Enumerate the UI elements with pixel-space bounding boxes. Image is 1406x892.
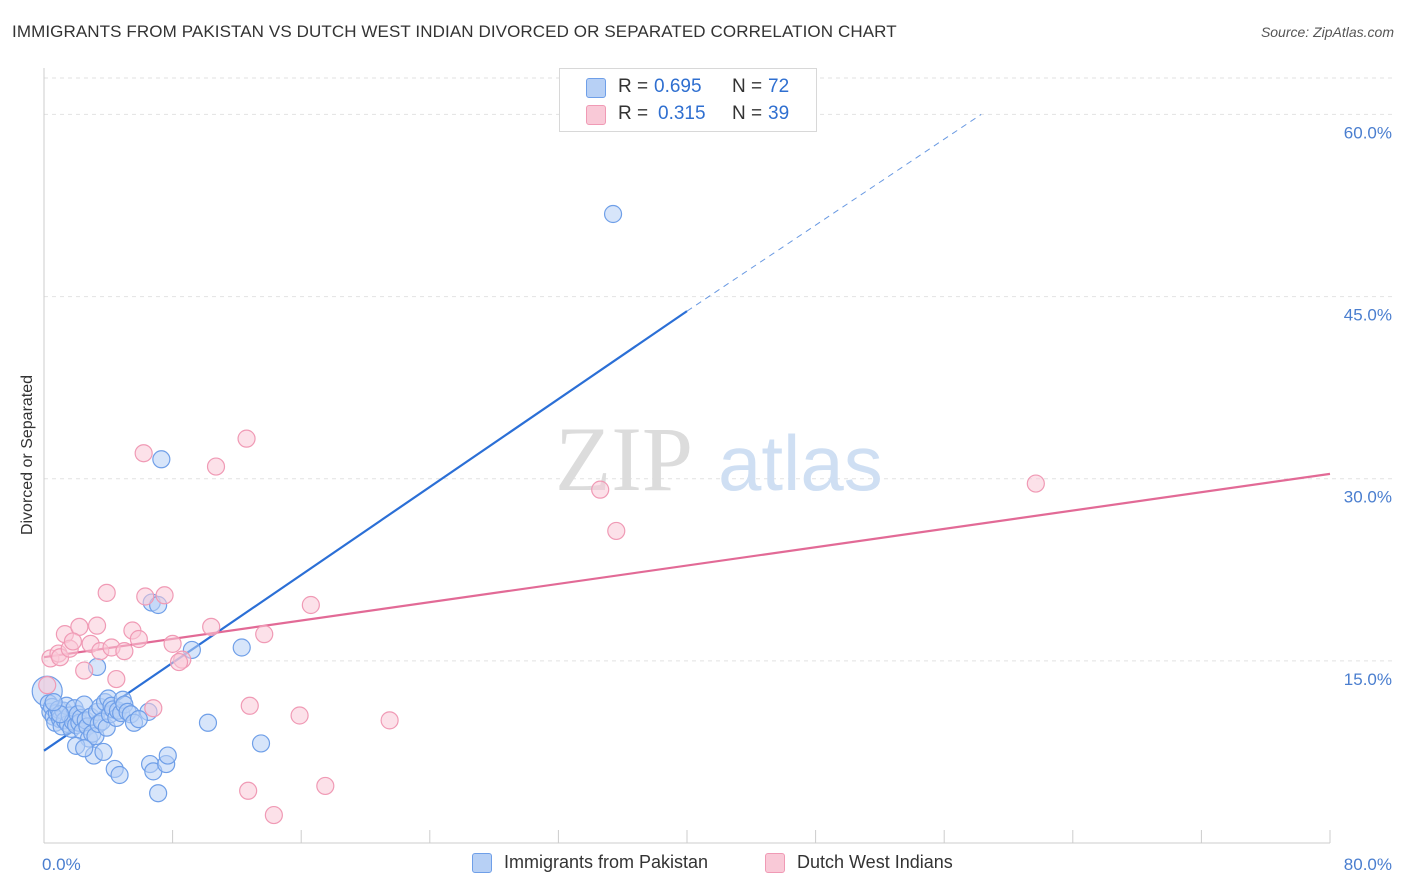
data-point-dutch-west-indians [255,625,274,644]
series-legend-dutch: Dutch West Indians [765,852,953,873]
x-tick-label: 0.0% [42,855,81,874]
data-point-pakistan [110,765,129,785]
chart-title: IMMIGRANTS FROM PAKISTAN VS DUTCH WEST I… [12,22,897,41]
legend-n-label: N = [732,76,763,97]
data-point-pakistan [149,784,168,803]
trend-line-0 [43,310,688,752]
data-point-dutch-west-indians [206,457,226,476]
data-point-dutch-west-indians [134,444,153,463]
data-point-dutch-west-indians [115,642,134,661]
data-point-dutch-west-indians [163,634,182,653]
data-point-dutch-west-indians [202,617,221,636]
data-point-dutch-west-indians [237,429,256,448]
x-tick-label: 80.0% [1344,855,1392,874]
data-point-dutch-west-indians [63,632,83,651]
data-point-pakistan [198,713,218,732]
y-tick-label: 60.0% [1344,123,1392,142]
y-tick-label: 45.0% [1344,306,1392,325]
data-point-dutch-west-indians [129,629,148,649]
watermark: ZIP atlas [555,408,883,510]
data-point-dutch-west-indians [87,616,107,635]
trend-lines [43,114,1331,752]
data-point-dutch-west-indians [240,696,259,715]
data-point-pakistan [603,204,623,224]
legend-r-value: 0.695 [654,76,702,97]
data-point-dutch-west-indians [301,595,320,615]
data-point-dutch-west-indians [380,711,399,730]
trend-line-1 [43,472,1331,659]
legend-swatch-dutch [586,105,606,125]
data-point-dutch-west-indians [591,480,610,499]
data-point-dutch-west-indians [1026,474,1045,493]
data-point-pakistan [158,746,177,765]
data-point-dutch-west-indians [169,652,189,672]
legend-swatch-pakistan [586,78,606,98]
data-point-dutch-west-indians [290,706,309,725]
legend-r-label: R = [618,76,649,97]
source-label: Source: ZipAtlas.com [1260,24,1394,40]
correlation-legend: R = 0.695 N = 72 R = 0.315 N = 39 [559,68,817,132]
series-label-pakistan: Immigrants from Pakistan [504,852,709,872]
data-point-dutch-west-indians [97,583,116,602]
legend-n-value: 39 [768,103,790,124]
data-point-pakistan [251,734,271,753]
data-point-pakistan [44,693,63,712]
data-point-pakistan [75,739,94,758]
data-point-dutch-west-indians [107,669,126,689]
data-point-pakistan [94,742,113,762]
series-swatch-dutch [765,852,785,873]
data-point-dutch-west-indians [264,805,283,825]
data-point-dutch-west-indians [155,586,174,605]
data-point-dutch-west-indians [75,661,94,680]
legend-r-value: 0.315 [658,103,706,124]
series-legend-pakistan: Immigrants from Pakistan [472,852,708,873]
series-swatch-pakistan [472,852,492,873]
legend-n-value: 72 [768,76,790,97]
tick-labels: 15.0% 30.0% 45.0% 60.0% 0.0% 80.0% [42,123,1392,874]
data-point-pakistan [232,638,251,657]
data-point-dutch-west-indians [144,699,163,718]
data-point-dutch-west-indians [38,676,57,695]
data-point-dutch-west-indians [316,776,335,796]
legend-n-label: N = [732,103,763,124]
data-point-pakistan [129,710,148,729]
data-point-dutch-west-indians [136,587,155,606]
data-points [31,204,1045,825]
y-tick-label: 30.0% [1344,488,1392,507]
watermark-atlas: atlas [718,419,883,507]
series-label-dutch: Dutch West Indians [797,852,953,872]
data-point-dutch-west-indians [607,521,626,541]
data-point-pakistan [152,450,171,469]
legend-r-label: R = [618,103,649,124]
data-point-dutch-west-indians [239,781,258,800]
gridlines [44,77,1392,662]
trend-extension-0 [686,114,982,312]
y-tick-label: 15.0% [1344,670,1392,689]
watermark-zip: ZIP [555,408,693,510]
